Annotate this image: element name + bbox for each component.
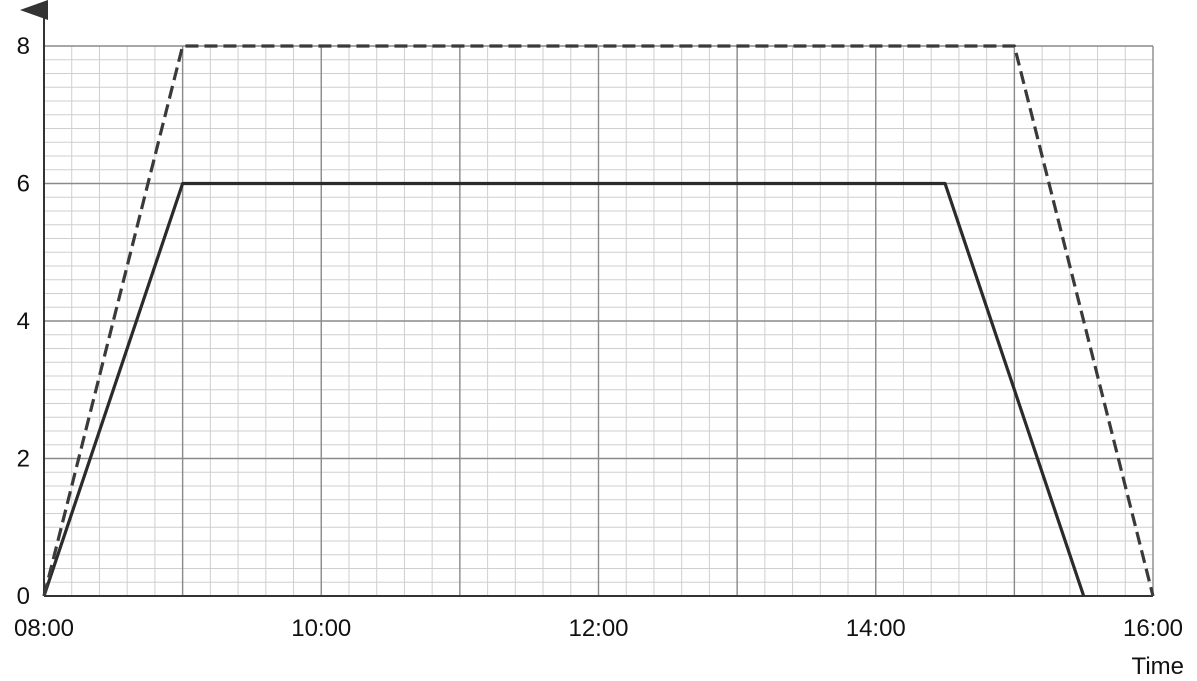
solid-series-line — [42, 181, 1086, 597]
y-tick-labels: 0 2 4 6 8 — [17, 33, 30, 610]
series-layer — [42, 44, 1155, 597]
y-tick-label: 8 — [17, 33, 30, 60]
x-tick-label: 16:00 — [1123, 615, 1183, 642]
y-tick-label: 2 — [17, 446, 30, 473]
y-tick-label: 4 — [17, 308, 30, 335]
x-axis-title: Time — [1132, 653, 1184, 680]
x-tick-label: 10:00 — [291, 615, 351, 642]
axes — [20, 0, 1153, 597]
x-tick-label: 08:00 — [14, 615, 74, 642]
dashed-series-line — [42, 44, 1155, 597]
y-tick-label: 0 — [17, 583, 30, 610]
x-tick-labels: 08:00 10:00 12:00 14:00 16:00 — [14, 615, 1183, 642]
x-tick-label: 14:00 — [846, 615, 906, 642]
y-tick-label: 6 — [17, 171, 30, 198]
x-tick-label: 12:00 — [568, 615, 628, 642]
